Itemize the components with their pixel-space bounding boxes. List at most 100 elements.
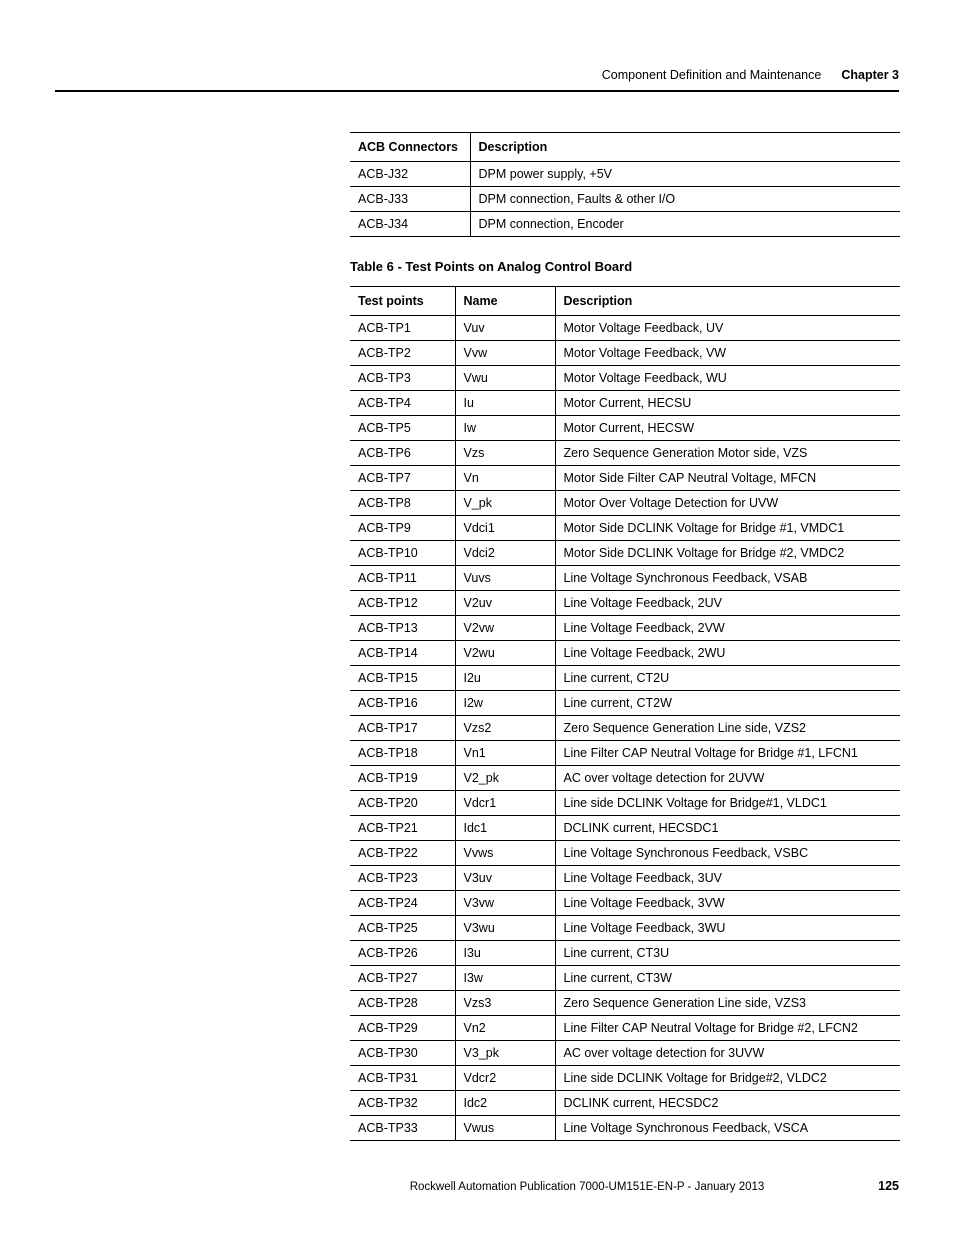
table-cell: V2_pk	[455, 766, 555, 791]
table-cell: ACB-TP21	[350, 816, 455, 841]
content-area: ACB Connectors Description ACB-J32DPM po…	[350, 132, 899, 1141]
table-body: ACB-J32DPM power supply, +5VACB-J33DPM c…	[350, 162, 900, 237]
table-cell: Motor Voltage Feedback, UV	[555, 316, 900, 341]
table-cell: V_pk	[455, 491, 555, 516]
table-cell: Line Voltage Synchronous Feedback, VSCA	[555, 1116, 900, 1141]
table-row: ACB-TP11VuvsLine Voltage Synchronous Fee…	[350, 566, 900, 591]
table-cell: Vvw	[455, 341, 555, 366]
table-cell: Motor Voltage Feedback, WU	[555, 366, 900, 391]
table-cell: ACB-TP7	[350, 466, 455, 491]
table-cell: Line Voltage Synchronous Feedback, VSBC	[555, 841, 900, 866]
table-row: ACB-TP18Vn1Line Filter CAP Neutral Volta…	[350, 741, 900, 766]
table-cell: Motor Voltage Feedback, VW	[555, 341, 900, 366]
table-cell: Motor Current, HECSU	[555, 391, 900, 416]
table-cell: Zero Sequence Generation Motor side, VZS	[555, 441, 900, 466]
table-cell: ACB-TP14	[350, 641, 455, 666]
table-cell: ACB-TP1	[350, 316, 455, 341]
col-header: Description	[555, 287, 900, 316]
table-cell: Line Voltage Feedback, 3VW	[555, 891, 900, 916]
table-cell: I3w	[455, 966, 555, 991]
acb-connectors-table: ACB Connectors Description ACB-J32DPM po…	[350, 132, 900, 237]
table-cell: ACB-TP12	[350, 591, 455, 616]
table-cell: ACB-TP27	[350, 966, 455, 991]
table-caption: Table 6 - Test Points on Analog Control …	[350, 259, 899, 274]
table-cell: ACB-TP13	[350, 616, 455, 641]
table-row: ACB-J34DPM connection, Encoder	[350, 212, 900, 237]
table-cell: Vdcr1	[455, 791, 555, 816]
col-header: Description	[470, 133, 900, 162]
table-cell: V2wu	[455, 641, 555, 666]
col-header: ACB Connectors	[350, 133, 470, 162]
table-cell: Iu	[455, 391, 555, 416]
table-row: ACB-TP2VvwMotor Voltage Feedback, VW	[350, 341, 900, 366]
table-row: ACB-TP17Vzs2Zero Sequence Generation Lin…	[350, 716, 900, 741]
table-row: ACB-TP27I3wLine current, CT3W	[350, 966, 900, 991]
table-cell: Vdci2	[455, 541, 555, 566]
table-cell: ACB-J34	[350, 212, 470, 237]
table-row: ACB-TP29Vn2Line Filter CAP Neutral Volta…	[350, 1016, 900, 1041]
table-cell: Line Voltage Synchronous Feedback, VSAB	[555, 566, 900, 591]
table-cell: ACB-TP10	[350, 541, 455, 566]
table-row: ACB-TP9Vdci1Motor Side DCLINK Voltage fo…	[350, 516, 900, 541]
table-cell: Line Filter CAP Neutral Voltage for Brid…	[555, 1016, 900, 1041]
table-cell: V3wu	[455, 916, 555, 941]
table-cell: DPM connection, Encoder	[470, 212, 900, 237]
table-cell: ACB-TP25	[350, 916, 455, 941]
table-cell: ACB-TP30	[350, 1041, 455, 1066]
table-cell: ACB-TP4	[350, 391, 455, 416]
table-row: ACB-TP26I3uLine current, CT3U	[350, 941, 900, 966]
table-row: ACB-TP12V2uvLine Voltage Feedback, 2UV	[350, 591, 900, 616]
table-cell: Vwus	[455, 1116, 555, 1141]
table-row: ACB-TP5IwMotor Current, HECSW	[350, 416, 900, 441]
page-footer: Rockwell Automation Publication 7000-UM1…	[55, 1179, 899, 1193]
table-cell: V2uv	[455, 591, 555, 616]
table-cell: DPM power supply, +5V	[470, 162, 900, 187]
table-row: ACB-TP33VwusLine Voltage Synchronous Fee…	[350, 1116, 900, 1141]
test-points-table: Test points Name Description ACB-TP1VuvM…	[350, 286, 900, 1141]
table-row: ACB-TP30V3_pkAC over voltage detection f…	[350, 1041, 900, 1066]
table-cell: Zero Sequence Generation Line side, VZS3	[555, 991, 900, 1016]
table-cell: Vuv	[455, 316, 555, 341]
table-cell: Line Filter CAP Neutral Voltage for Brid…	[555, 741, 900, 766]
table-cell: ACB-TP23	[350, 866, 455, 891]
page-container: Component Definition and Maintenance Cha…	[0, 0, 954, 1141]
table-cell: ACB-TP5	[350, 416, 455, 441]
table-cell: Vzs2	[455, 716, 555, 741]
table-cell: ACB-TP20	[350, 791, 455, 816]
page-header: Component Definition and Maintenance Cha…	[55, 68, 899, 92]
table-cell: ACB-TP15	[350, 666, 455, 691]
table-cell: Vn1	[455, 741, 555, 766]
table-row: ACB-TP7VnMotor Side Filter CAP Neutral V…	[350, 466, 900, 491]
table-cell: Line side DCLINK Voltage for Bridge#1, V…	[555, 791, 900, 816]
table-cell: Line side DCLINK Voltage for Bridge#2, V…	[555, 1066, 900, 1091]
table-row: ACB-TP10Vdci2Motor Side DCLINK Voltage f…	[350, 541, 900, 566]
table-row: ACB-TP19V2_pkAC over voltage detection f…	[350, 766, 900, 791]
table-cell: Vuvs	[455, 566, 555, 591]
table-cell: ACB-TP11	[350, 566, 455, 591]
table-cell: Line Voltage Feedback, 3WU	[555, 916, 900, 941]
table-cell: I2w	[455, 691, 555, 716]
table-row: ACB-J32DPM power supply, +5V	[350, 162, 900, 187]
table-cell: Line current, CT2W	[555, 691, 900, 716]
table-cell: Idc2	[455, 1091, 555, 1116]
table-cell: Motor Over Voltage Detection for UVW	[555, 491, 900, 516]
table-cell: Vn2	[455, 1016, 555, 1041]
footer-publication: Rockwell Automation Publication 7000-UM1…	[335, 1181, 839, 1193]
table-cell: AC over voltage detection for 3UVW	[555, 1041, 900, 1066]
table-row: ACB-J33DPM connection, Faults & other I/…	[350, 187, 900, 212]
table-cell: ACB-J32	[350, 162, 470, 187]
header-section-title: Component Definition and Maintenance	[602, 68, 822, 82]
table-cell: Vwu	[455, 366, 555, 391]
table-cell: Vzs	[455, 441, 555, 466]
table-cell: Motor Current, HECSW	[555, 416, 900, 441]
table-cell: ACB-TP6	[350, 441, 455, 466]
table-cell: ACB-TP8	[350, 491, 455, 516]
table-cell: Motor Side DCLINK Voltage for Bridge #2,…	[555, 541, 900, 566]
table-cell: ACB-TP9	[350, 516, 455, 541]
table-row: ACB-TP16I2wLine current, CT2W	[350, 691, 900, 716]
table-cell: ACB-TP17	[350, 716, 455, 741]
table-row: ACB-TP14V2wuLine Voltage Feedback, 2WU	[350, 641, 900, 666]
table-cell: Motor Side Filter CAP Neutral Voltage, M…	[555, 466, 900, 491]
table-row: ACB-TP13V2vwLine Voltage Feedback, 2VW	[350, 616, 900, 641]
table-cell: ACB-TP22	[350, 841, 455, 866]
